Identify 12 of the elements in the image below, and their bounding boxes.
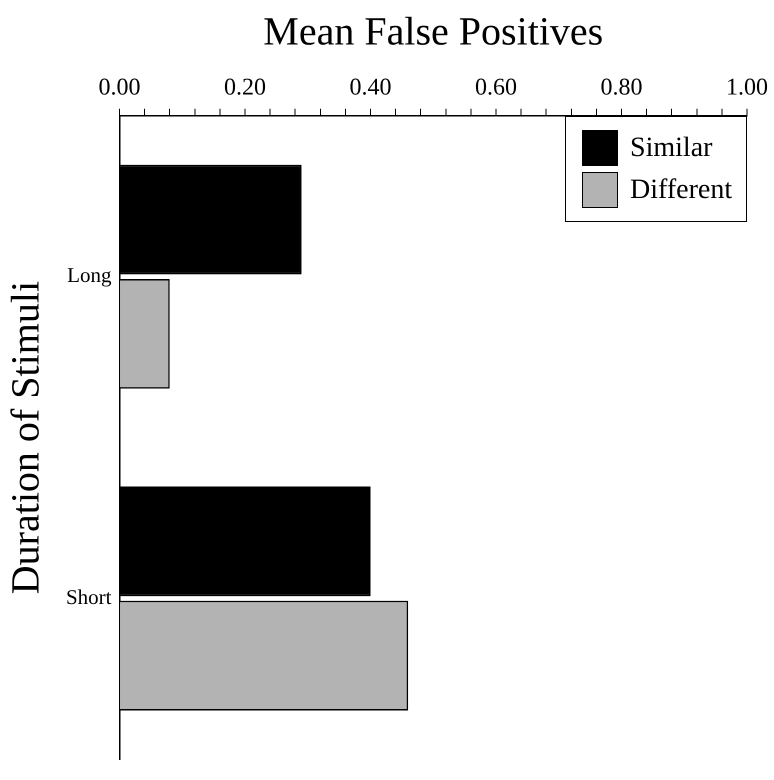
x-tick-label: 0.80	[600, 74, 642, 101]
legend-label: Different	[630, 172, 732, 207]
x-axis-title: Mean False Positives	[263, 8, 604, 54]
y-tick-label: Short	[66, 585, 112, 610]
y-axis-title: Duration of Stimuli	[2, 280, 48, 594]
x-tick-label: 0.60	[475, 74, 518, 101]
y-tick-label: Long	[67, 263, 112, 288]
x-tick-label: 0.40	[350, 74, 392, 101]
x-tick-label: 0.00	[98, 74, 141, 101]
x-tick-label: 0.20	[224, 74, 266, 101]
x-tick-label: 1.00	[726, 74, 768, 101]
legend-label: Similar	[630, 130, 712, 165]
